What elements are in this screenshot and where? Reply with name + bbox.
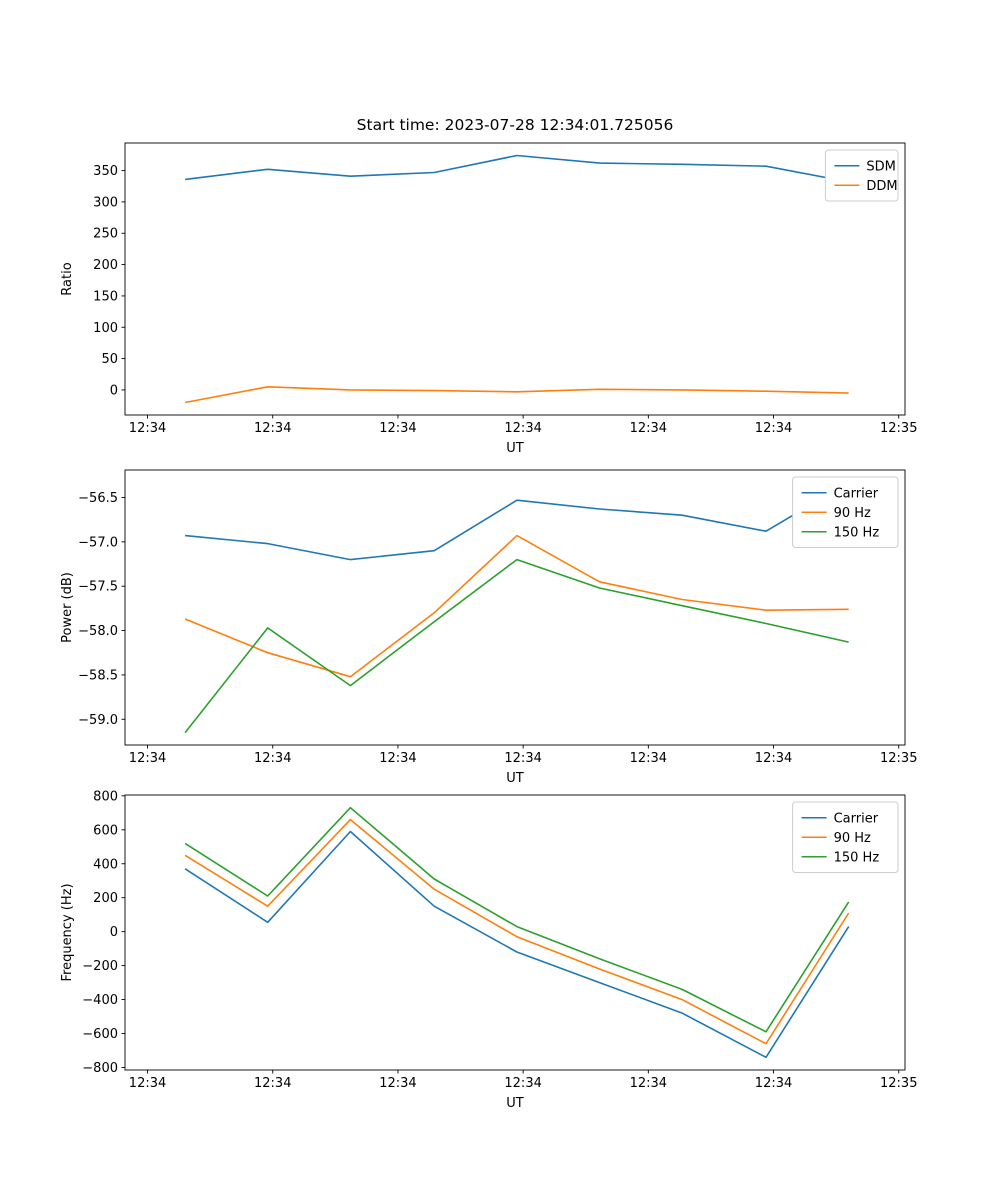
frequency-chart: 12:34 12:34 12:34 12:34 12:34 12:34 12:35 −800 −… bbox=[60, 789, 917, 1111]
y-tick-label: −200 bbox=[82, 959, 118, 974]
series-line-carrier bbox=[185, 481, 850, 561]
x-tick-label: 12:34 bbox=[379, 751, 416, 766]
y-tick-label: −800 bbox=[82, 1061, 118, 1076]
y-tick-label: 150 bbox=[93, 289, 118, 304]
y-tick-label: −57.5 bbox=[78, 580, 118, 595]
x-tick-label: 12:34 bbox=[504, 421, 541, 436]
x-tick-label: 12:34 bbox=[254, 421, 291, 436]
x-tick-label: 12:34 bbox=[630, 1076, 667, 1091]
y-tick-label: −400 bbox=[82, 993, 118, 1008]
legend-label-ddm: DDM bbox=[866, 179, 897, 194]
series-line-90-hz bbox=[184, 534, 849, 678]
series-line-ddm bbox=[184, 385, 849, 404]
x-tick-label: 12:34 bbox=[379, 1076, 416, 1091]
x-tick-label: 12:34 bbox=[504, 1076, 541, 1091]
y-tick-label: −57.0 bbox=[78, 535, 118, 550]
y-tick-label: 200 bbox=[93, 891, 118, 906]
y-tick-label: 0 bbox=[110, 925, 118, 940]
y-tick-label: 50 bbox=[101, 352, 118, 367]
ratio-chart: 12:34 12:34 12:34 12:34 12:34 12:34 12:35 0 50 10… bbox=[60, 116, 917, 456]
plot-frame bbox=[124, 142, 906, 416]
x-tick-label: 12:34 bbox=[630, 751, 667, 766]
legend-label-90-hz: 90 Hz bbox=[834, 506, 871, 521]
plot-frame bbox=[124, 469, 906, 746]
series-line-150-hz bbox=[184, 806, 850, 1033]
y-tick-label: −56.5 bbox=[78, 491, 118, 506]
y-tick-label: 350 bbox=[93, 164, 118, 179]
x-tick-label: 12:34 bbox=[129, 751, 166, 766]
legend-label-sdm: SDM bbox=[866, 159, 895, 174]
x-axis-label: UT bbox=[506, 1096, 524, 1111]
y-axis-label: Power (dB) bbox=[60, 572, 75, 643]
y-tick-label: 800 bbox=[93, 789, 118, 804]
legend bbox=[792, 801, 899, 873]
legend bbox=[792, 476, 899, 548]
x-tick-label: 12:34 bbox=[254, 751, 291, 766]
y-tick-label: 300 bbox=[93, 195, 118, 210]
y-tick-label: 100 bbox=[93, 321, 118, 336]
y-tick-label: 400 bbox=[93, 857, 118, 872]
series-line-sdm bbox=[185, 154, 849, 183]
series-line-90-hz bbox=[184, 818, 850, 1045]
y-tick-label: 250 bbox=[93, 227, 118, 242]
y-tick-label: 0 bbox=[110, 383, 118, 398]
y-tick-label: −59.0 bbox=[78, 713, 118, 728]
legend-label-150-hz: 150 Hz bbox=[834, 525, 880, 540]
y-tick-label: −58.0 bbox=[78, 624, 118, 639]
chart-title: Start time: 2023-07-28 12:34:01.725056 bbox=[357, 116, 674, 134]
series-line-carrier bbox=[184, 830, 850, 1059]
x-tick-label: 12:34 bbox=[755, 421, 792, 436]
x-tick-label: 12:35 bbox=[880, 1076, 917, 1091]
x-tick-label: 12:34 bbox=[254, 1076, 291, 1091]
legend-label-carrier: Carrier bbox=[834, 811, 879, 826]
y-tick-label: −58.5 bbox=[78, 668, 118, 683]
x-tick-label: 12:34 bbox=[129, 421, 166, 436]
legend bbox=[824, 149, 899, 202]
legend-label-carrier: Carrier bbox=[834, 486, 879, 501]
x-tick-label: 12:34 bbox=[755, 1076, 792, 1091]
x-tick-label: 12:34 bbox=[630, 421, 667, 436]
y-tick-label: 600 bbox=[93, 823, 118, 838]
y-axis-label: Frequency (Hz) bbox=[60, 883, 75, 981]
x-tick-label: 12:34 bbox=[379, 421, 416, 436]
plot-frame bbox=[124, 794, 906, 1071]
legend-label-90-hz: 90 Hz bbox=[834, 831, 871, 846]
series-line-150-hz bbox=[184, 558, 849, 734]
power-chart: 12:34 12:34 12:34 12:34 12:34 12:34 12:35 −59.0… bbox=[60, 469, 917, 786]
x-tick-label: 12:34 bbox=[129, 1076, 166, 1091]
y-axis-label: Ratio bbox=[60, 262, 75, 295]
y-tick-label: 200 bbox=[93, 258, 118, 273]
x-tick-label: 12:35 bbox=[880, 421, 917, 436]
x-tick-label: 12:34 bbox=[755, 751, 792, 766]
x-axis-label: UT bbox=[506, 771, 524, 786]
x-tick-label: 12:35 bbox=[880, 751, 917, 766]
legend-label-150-hz: 150 Hz bbox=[834, 850, 880, 865]
x-tick-label: 12:34 bbox=[504, 751, 541, 766]
x-axis-label: UT bbox=[506, 441, 524, 456]
y-tick-label: −600 bbox=[82, 1027, 118, 1042]
